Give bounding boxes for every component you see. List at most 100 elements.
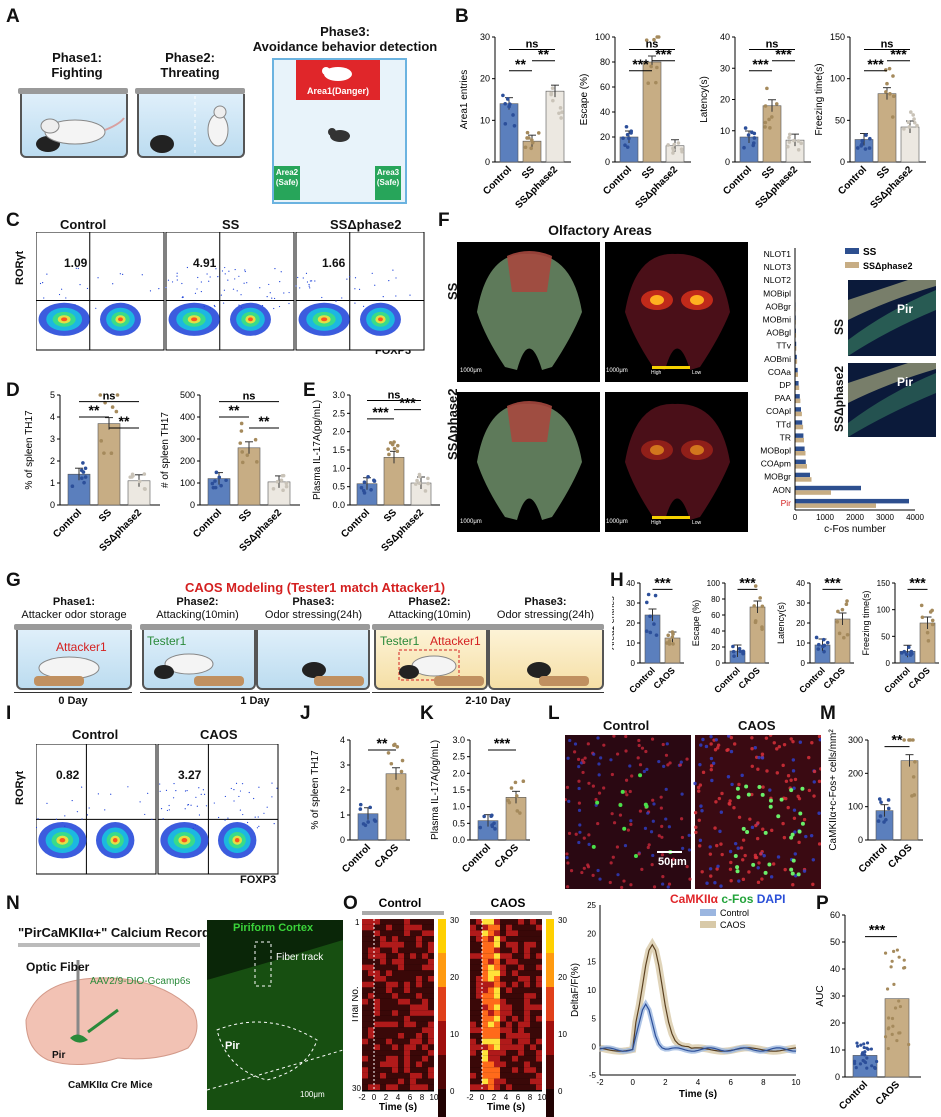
- flow-event: [88, 807, 90, 809]
- cell: [716, 743, 721, 747]
- heat-cell: [362, 1010, 368, 1016]
- y-tick-label: 30: [626, 599, 635, 608]
- region-label: NLOT1: [764, 249, 792, 259]
- flow-event: [256, 827, 259, 829]
- bar-ss: [795, 485, 861, 491]
- data-point: [82, 480, 86, 485]
- data-point: [860, 138, 865, 143]
- heat-cell: [482, 998, 488, 1005]
- heat-cell: [404, 930, 410, 937]
- data-point: [912, 117, 916, 121]
- flow-event: [218, 816, 220, 819]
- panel-label-e: E: [303, 380, 316, 401]
- data-point: [891, 1024, 895, 1028]
- heat-cell: [488, 1050, 494, 1056]
- heat-cell: [410, 941, 416, 948]
- heat-cell: [386, 1072, 392, 1079]
- heat-cell: [524, 1055, 530, 1062]
- data-point: [904, 652, 909, 656]
- heat-cell: [518, 941, 524, 948]
- heat-cell: [416, 993, 422, 999]
- heat-cell: [500, 970, 506, 976]
- y-tick-label: 100: [595, 32, 610, 42]
- heat-cell: [392, 1084, 398, 1090]
- data-point: [559, 116, 563, 120]
- heat-cell: [428, 936, 434, 942]
- heat-cell: [506, 930, 512, 937]
- heat-cell: [482, 919, 488, 925]
- data-point: [737, 646, 742, 651]
- heat-cell: [530, 953, 536, 959]
- heat-cell: [410, 981, 416, 988]
- heat-cell: [368, 941, 374, 948]
- heat-cell: [374, 953, 380, 959]
- data-point: [503, 122, 508, 126]
- flow-event: [209, 276, 211, 278]
- heat-cell: [398, 941, 404, 948]
- heat-cell: [362, 987, 368, 994]
- cell: [817, 842, 821, 846]
- cell: [667, 882, 672, 886]
- flow-event: [266, 296, 268, 298]
- heat-cell: [530, 958, 536, 965]
- y-tick-label: 300: [848, 735, 863, 745]
- region-label: Pir: [781, 498, 792, 508]
- flow-event: [81, 818, 83, 820]
- cell: [770, 828, 774, 833]
- heat-cell: [422, 1067, 428, 1073]
- data-point: [912, 793, 917, 797]
- data-point: [763, 125, 767, 129]
- flow-event: [165, 286, 167, 289]
- cell: [582, 866, 586, 870]
- heat-cell: [506, 1033, 512, 1039]
- cell: [748, 817, 752, 821]
- heat-cell: [494, 947, 500, 954]
- colorbar-segment: [546, 1021, 554, 1055]
- data-point: [858, 1062, 863, 1066]
- heat-cell: [404, 998, 410, 1005]
- heat-cell: [374, 1038, 380, 1045]
- flow-event: [213, 802, 215, 804]
- data-point: [840, 607, 845, 612]
- cfos-cell: [644, 804, 649, 809]
- heatmap-title-caos: CAOS: [491, 896, 526, 910]
- heat-cell: [524, 1078, 530, 1085]
- heat-cell: [392, 1021, 398, 1028]
- heat-core: [690, 295, 704, 305]
- data-point: [898, 1031, 902, 1035]
- data-point: [893, 1006, 898, 1010]
- cell: [647, 843, 651, 847]
- flow-event: [168, 809, 170, 811]
- heat-cell: [422, 1027, 428, 1033]
- heat-cell: [512, 1050, 518, 1056]
- cell: [596, 821, 600, 826]
- heat-cell: [476, 1038, 482, 1045]
- y-tick-label: 40: [711, 627, 720, 636]
- panel-label-b: B: [455, 6, 469, 27]
- cell: [577, 765, 581, 769]
- heat-cell: [518, 953, 524, 959]
- cell: [736, 846, 740, 850]
- heat-cell: [422, 1044, 428, 1051]
- data-point: [889, 965, 893, 969]
- cell: [698, 838, 703, 843]
- data-point: [549, 91, 553, 95]
- heat-cell: [512, 1072, 518, 1079]
- heat-cell: [506, 1055, 512, 1062]
- title-underline: [18, 943, 200, 947]
- cell: [700, 809, 704, 813]
- heat-cell: [422, 964, 428, 971]
- data-point: [509, 786, 514, 790]
- cell: [565, 852, 569, 856]
- cell: [783, 867, 787, 872]
- cell: [713, 881, 717, 885]
- y-tick-label: 10: [796, 639, 805, 648]
- heat-cell: [488, 947, 494, 954]
- cfos-bar-chart: NLOT1NLOT3NLOT2MOBiplAOBgrMOBmiAOBglTTvA…: [760, 247, 924, 535]
- data-point: [895, 948, 899, 952]
- heat-cell: [518, 1055, 524, 1062]
- heat-cell: [488, 1038, 494, 1045]
- data-point: [862, 1042, 866, 1046]
- data-point: [551, 98, 555, 103]
- cell: [757, 861, 761, 865]
